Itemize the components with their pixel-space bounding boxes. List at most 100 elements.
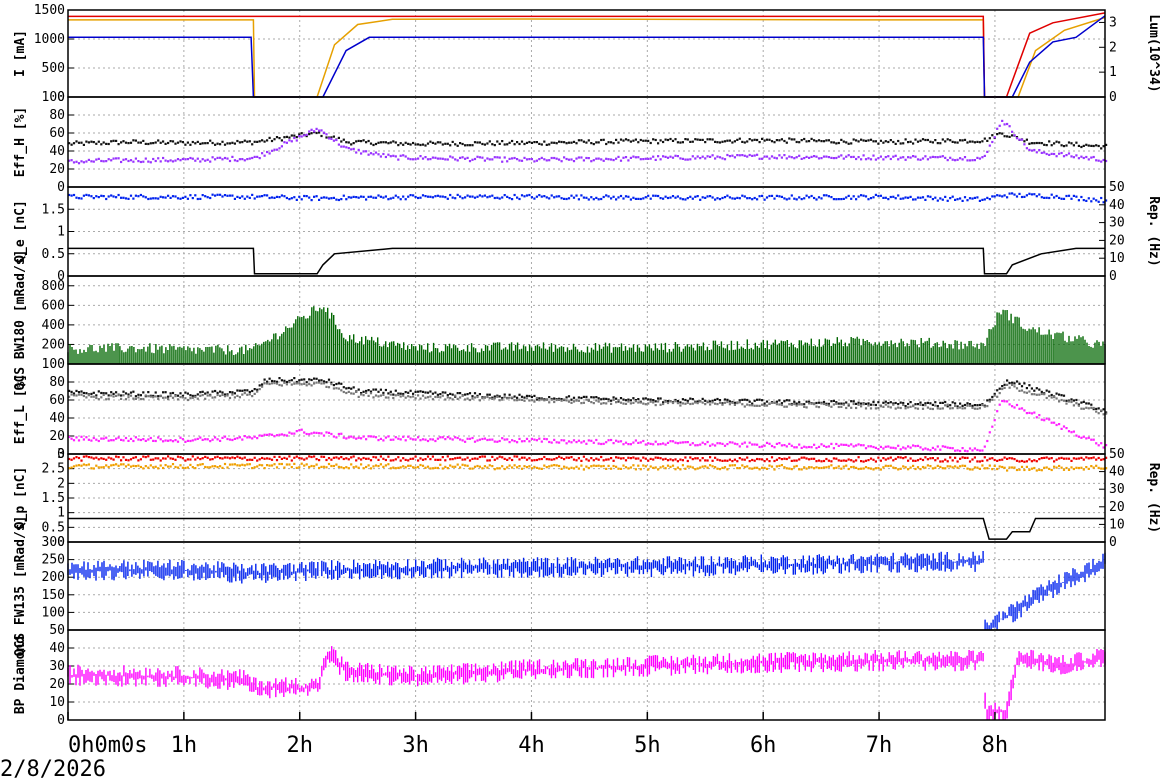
- series-point: [1018, 192, 1021, 195]
- series-point: [832, 399, 835, 402]
- series-point: [394, 155, 397, 158]
- series-point: [493, 156, 496, 159]
- series-point: [110, 457, 113, 460]
- series-point: [857, 403, 860, 406]
- series-point: [520, 194, 524, 197]
- series-point: [1097, 412, 1100, 415]
- series-point: [1067, 194, 1071, 197]
- series-point: [263, 433, 266, 436]
- series-point: [355, 459, 358, 462]
- series-point: [434, 156, 437, 159]
- series-point: [1065, 194, 1068, 198]
- y-tick-label: 0: [57, 269, 65, 284]
- series-point: [709, 195, 712, 198]
- series-point: [874, 407, 877, 410]
- series-point: [459, 195, 462, 198]
- series-point: [852, 460, 855, 463]
- series-point: [553, 397, 556, 400]
- series-point: [855, 198, 858, 201]
- series-point: [189, 397, 192, 400]
- series-point: [196, 197, 199, 201]
- series-point: [518, 437, 521, 440]
- series-point: [810, 155, 813, 158]
- series-point: [813, 403, 816, 406]
- series-point: [981, 449, 984, 452]
- series-point: [1011, 381, 1014, 384]
- series-point: [248, 140, 251, 143]
- series-point: [201, 390, 204, 393]
- series-point: [520, 140, 524, 143]
- series-point: [518, 159, 521, 162]
- series-point: [560, 160, 563, 163]
- series-point: [968, 197, 972, 200]
- series-point: [1013, 385, 1016, 388]
- series-point: [369, 467, 373, 470]
- series-point: [446, 467, 449, 470]
- series-point: [85, 140, 88, 143]
- series-point: [773, 141, 776, 144]
- y-tick-label: 0: [57, 713, 65, 728]
- series-point: [592, 396, 595, 399]
- series-point: [318, 131, 321, 134]
- series-point: [726, 468, 729, 471]
- series-point: [647, 398, 650, 401]
- series-point: [545, 438, 548, 441]
- series-point: [639, 441, 642, 444]
- series-point: [597, 397, 600, 400]
- series-point: [904, 196, 907, 199]
- series-point: [409, 143, 412, 146]
- series-point: [738, 197, 741, 200]
- series-point: [572, 160, 576, 163]
- series-point: [721, 466, 724, 469]
- series-point: [790, 444, 793, 447]
- series-point: [223, 156, 227, 160]
- series-point: [231, 456, 234, 459]
- series-point: [285, 434, 288, 437]
- series-point: [231, 155, 234, 158]
- series-point: [377, 390, 380, 393]
- series-point: [394, 458, 397, 461]
- series-point: [219, 156, 222, 159]
- series-point: [714, 456, 717, 459]
- series-point: [1100, 160, 1103, 163]
- series-point: [199, 142, 202, 145]
- right-tick-label: 50: [1109, 180, 1125, 195]
- series-point: [147, 197, 150, 201]
- series-point: [775, 400, 778, 403]
- series-point: [498, 399, 501, 402]
- series-point: [892, 140, 895, 144]
- series-point: [652, 194, 655, 197]
- series-point: [949, 404, 952, 407]
- date-label: 2/8/2026: [0, 757, 106, 782]
- series-point: [563, 141, 566, 144]
- series-point: [1040, 390, 1043, 393]
- series-point: [560, 467, 563, 470]
- series-point: [657, 468, 660, 471]
- series-point: [577, 198, 580, 201]
- series-point: [318, 432, 321, 435]
- series-point: [850, 443, 853, 446]
- series-point: [738, 457, 741, 460]
- series-point: [248, 393, 251, 396]
- series-point: [738, 467, 741, 470]
- series-point: [330, 432, 333, 436]
- series-point: [248, 436, 251, 439]
- series-point: [1102, 446, 1105, 449]
- series-point: [70, 159, 73, 162]
- y-tick-label: 2: [57, 476, 65, 491]
- series-point: [864, 466, 868, 469]
- series-point: [741, 442, 744, 445]
- series-point: [788, 155, 791, 158]
- series-point: [746, 398, 749, 402]
- series-point: [214, 194, 217, 197]
- series-point: [355, 390, 358, 393]
- series-point: [270, 149, 274, 152]
- series-point: [347, 390, 350, 393]
- series-point: [266, 150, 269, 154]
- series-point: [793, 403, 796, 406]
- series-point: [1087, 467, 1090, 470]
- series-point: [954, 449, 957, 452]
- series-point: [1070, 155, 1073, 158]
- series-point: [468, 160, 472, 163]
- series-point: [998, 392, 1001, 395]
